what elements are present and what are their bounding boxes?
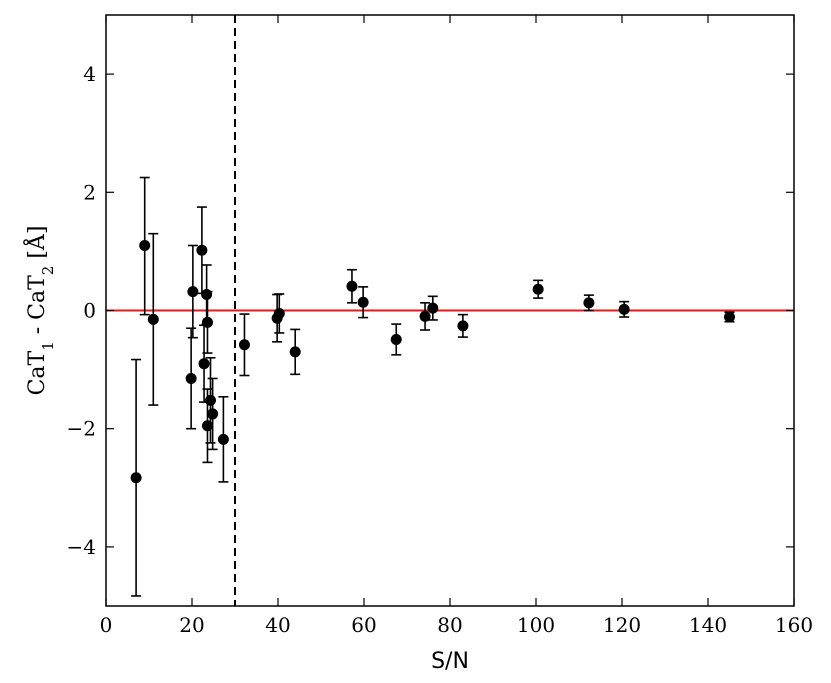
x-tick-label: 20 xyxy=(179,613,204,637)
data-point xyxy=(618,303,630,315)
data-point xyxy=(207,408,219,420)
x-tick-label: 120 xyxy=(603,613,641,637)
data-point xyxy=(390,333,402,345)
y-tick-label: 2 xyxy=(83,180,96,204)
x-tick-label: 80 xyxy=(437,613,462,637)
data-point xyxy=(427,302,439,314)
y-axis-label-part: - CaT xyxy=(25,275,50,341)
y-axis-label-part: CaT xyxy=(25,350,50,395)
y-tick-label: 0 xyxy=(83,299,96,323)
data-point xyxy=(201,316,213,328)
y-tick-label: −4 xyxy=(67,535,96,559)
y-axis-label-subscript: 1 xyxy=(39,341,57,351)
x-tick-label: 60 xyxy=(351,613,376,637)
data-point xyxy=(273,307,285,319)
data-point xyxy=(457,320,469,332)
x-tick-label: 100 xyxy=(517,613,555,637)
data-point xyxy=(139,239,151,251)
x-tick-label: 140 xyxy=(689,613,727,637)
data-point xyxy=(532,283,544,295)
axis-ticks: 0 20 40 60 80 100 120 140 160 −4 −2 0 2 4 xyxy=(67,15,813,637)
x-tick-label: 40 xyxy=(265,613,290,637)
reference-lines xyxy=(106,15,794,606)
y-tick-label: −2 xyxy=(67,417,96,441)
x-axis-label: S/N xyxy=(431,649,469,674)
y-axis-label-subscript: 2 xyxy=(39,266,57,276)
data-point xyxy=(130,472,142,484)
y-tick-label: 4 xyxy=(83,62,96,86)
data-point xyxy=(419,310,431,322)
data-points xyxy=(130,239,735,484)
data-point xyxy=(147,313,159,325)
data-point xyxy=(198,358,210,370)
data-point xyxy=(724,311,735,323)
data-point xyxy=(187,286,199,298)
x-tick-label: 0 xyxy=(100,613,113,637)
y-axis-label-part: [Å] xyxy=(22,226,50,266)
data-point xyxy=(583,297,595,309)
data-point xyxy=(201,420,213,432)
data-point xyxy=(204,394,216,406)
data-point xyxy=(357,296,369,308)
data-point xyxy=(185,372,197,384)
y-axis-label: CaT1 - CaT2 [Å] xyxy=(22,226,57,396)
data-point xyxy=(238,339,250,351)
data-point xyxy=(217,433,229,445)
data-point xyxy=(289,346,301,358)
data-point xyxy=(201,289,213,301)
data-point xyxy=(346,280,358,292)
data-point xyxy=(196,244,208,256)
x-tick-label: 160 xyxy=(775,613,813,637)
